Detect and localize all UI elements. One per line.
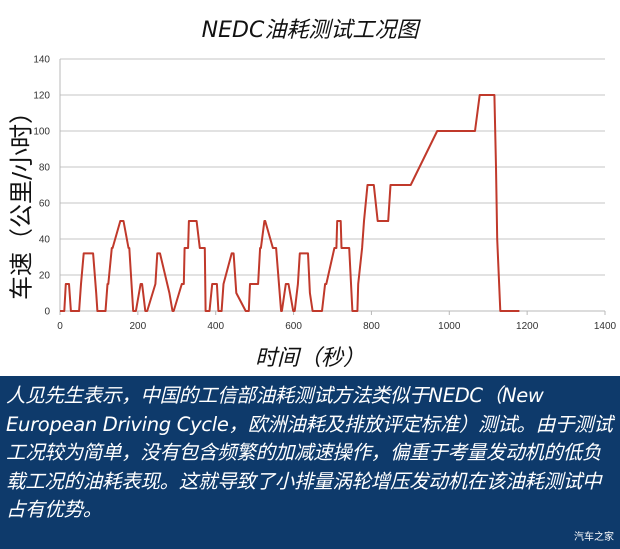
y-tick-label: 140 (33, 55, 50, 66)
y-tick-label: 60 (39, 199, 51, 210)
y-tick-label: 120 (33, 91, 50, 102)
x-tick-label: 0 (57, 321, 63, 332)
x-tick-label: 1400 (594, 321, 617, 332)
speed-line (60, 94, 520, 312)
x-tick-label: 600 (285, 321, 302, 332)
y-tick-label: 40 (39, 235, 51, 246)
x-tick-label: 400 (207, 321, 224, 332)
y-tick-label: 80 (39, 163, 51, 174)
y-tick-label: 20 (39, 271, 51, 282)
y-tick-label: 0 (44, 307, 50, 318)
caption-text: 人见先生表示，中国的工信部油耗测试方法类似于NEDC（New European … (6, 384, 613, 521)
x-axis-label: 时间（秒） (254, 346, 365, 371)
x-tick-label: 1200 (516, 321, 539, 332)
y-tick-label: 100 (33, 127, 50, 138)
x-tick-label: 800 (363, 321, 380, 332)
x-tick-label: 200 (130, 321, 147, 332)
caption-panel: 人见先生表示，中国的工信部油耗测试方法类似于NEDC（New European … (0, 376, 620, 549)
watermark: 汽车之家 (574, 532, 614, 543)
chart-title: NEDC油耗测试工况图 (201, 18, 419, 43)
x-tick-label: 1000 (438, 321, 461, 332)
